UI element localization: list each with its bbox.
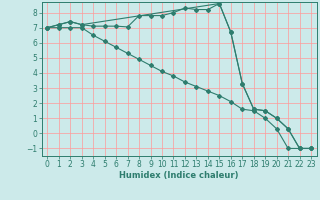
X-axis label: Humidex (Indice chaleur): Humidex (Indice chaleur) <box>119 171 239 180</box>
